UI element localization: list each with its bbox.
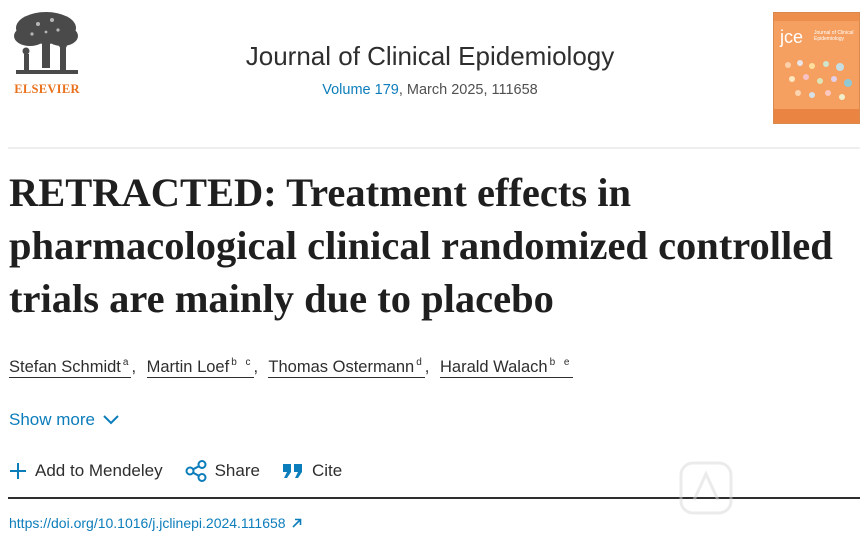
article-actions: Add to Mendeley Share Cite [9,460,364,482]
journal-title[interactable]: Journal of Clinical Epidemiology [245,41,615,71]
cover-subtitle: Journal of Clinical Epidemiology [814,30,854,42]
author-affiliation: d [416,357,425,368]
header-divider [8,147,860,149]
author-name: Martin Loef [146,358,230,376]
mendeley-label: Add to Mendeley [35,461,163,480]
author-name: Stefan Schmidt [9,358,121,376]
elsevier-logo[interactable]: ELSEVIER [8,8,86,96]
cite-label: Cite [311,461,343,480]
share-icon [185,460,207,482]
cover-band [774,13,859,21]
cover-abbrev: jce [780,27,804,47]
journal-cover[interactable]: jce Journal of Clinical Epidemiology [773,12,860,124]
share-button[interactable]: Share [185,460,260,482]
show-more-label: Show more [9,410,95,429]
plus-icon [10,463,26,479]
author-separator: , [253,358,259,376]
author-affiliation: b e [549,357,573,368]
doi-link[interactable]: https://doi.org/10.1016/j.jclinepi.2024.… [9,515,302,531]
watermark-logo-icon [679,461,733,515]
elsevier-tree-logo-icon [8,8,86,80]
watermark [678,460,858,520]
external-link-arrow-icon [292,518,301,528]
author-name: Thomas Ostermann [268,358,415,376]
author-affiliation: a [122,357,132,368]
issue-info: , March 2025, 111658 [398,82,538,98]
show-more-button[interactable]: Show more [9,410,119,430]
cover-artwork-icon [785,60,852,100]
share-label: Share [214,461,260,480]
author-link[interactable]: Thomas Ostermann d [268,357,425,378]
cover-footer [774,109,859,123]
author-affiliation: b c [231,357,254,368]
publisher-name: ELSEVIER [14,82,80,96]
author-list: Stefan Schmidt a, Martin Loef b c, Thomas … [9,357,573,378]
author-separator: , [424,358,430,376]
journal-meta: Volume 179, March 2025, 111658 [180,82,680,98]
chevron-down-icon [103,415,119,425]
author-link[interactable]: Martin Loef b c [146,357,254,378]
cite-button[interactable]: Cite [282,461,342,481]
quote-icon [282,464,302,478]
author-name: Harald Walach [439,358,548,376]
actions-divider [8,497,860,499]
add-to-mendeley-button[interactable]: Add to Mendeley [9,461,163,481]
author-link[interactable]: Stefan Schmidt a [9,357,132,378]
author-separator: , [131,358,137,376]
article-title: RETRACTED: Treatment effects in pharmaco… [9,170,833,321]
author-link[interactable]: Harald Walach b e [439,357,573,378]
volume-link[interactable]: Volume 179 [322,82,399,98]
doi-text: https://doi.org/10.1016/j.jclinepi.2024.… [9,515,286,531]
journal-header: Journal of Clinical Epidemiology Volume … [180,40,680,98]
